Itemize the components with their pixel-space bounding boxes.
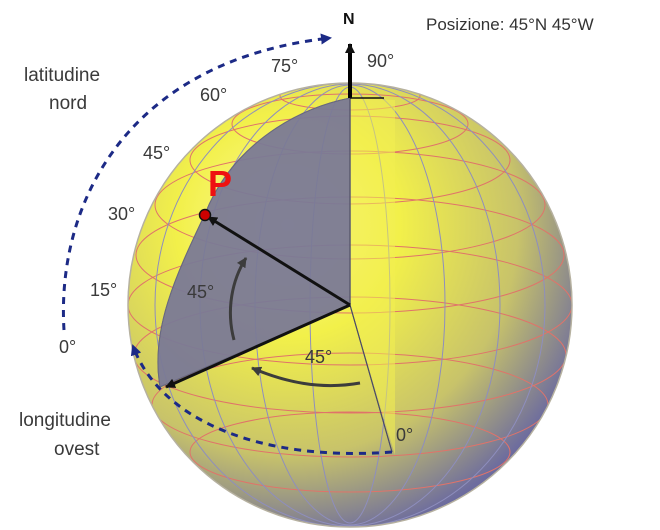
lat-tick-45: 45° (143, 143, 170, 163)
longitude-caption-line2: ovest (54, 439, 100, 460)
vector-to-p (207, 215, 351, 307)
lat-tick-15: 15° (90, 280, 117, 300)
latitude-dashed-arc (61, 33, 332, 331)
lat-tick-60: 60° (200, 85, 227, 105)
north-label: N (343, 11, 355, 28)
latitude-caption-line1: latitudine (24, 65, 100, 86)
prime-meridian-slice (350, 98, 395, 455)
prime-meridian-label: 0° (396, 425, 413, 445)
point-p-label: P (208, 163, 232, 204)
lat-tick-75: 75° (271, 56, 298, 76)
latitude-angle-arc (228, 257, 248, 341)
lat-tick-90: 90° (367, 51, 394, 71)
equator-to-0 (349, 304, 393, 453)
lat-tick-0: 0° (59, 337, 76, 357)
latitude-caption-line2: nord (49, 93, 87, 114)
latitude-angle-label: 45° (187, 282, 214, 302)
longitude-dashed-arc (130, 344, 393, 455)
lat-tick-30: 30° (108, 204, 135, 224)
longitude-angle-label: 45° (305, 347, 332, 367)
point-p-marker (198, 208, 212, 222)
longitude-angle-arc (251, 366, 361, 388)
position-title: Posizione: 45°N 45°W (426, 15, 594, 34)
longitude-caption-line1: longitudine (19, 410, 111, 431)
vector-to-equator (165, 303, 351, 389)
